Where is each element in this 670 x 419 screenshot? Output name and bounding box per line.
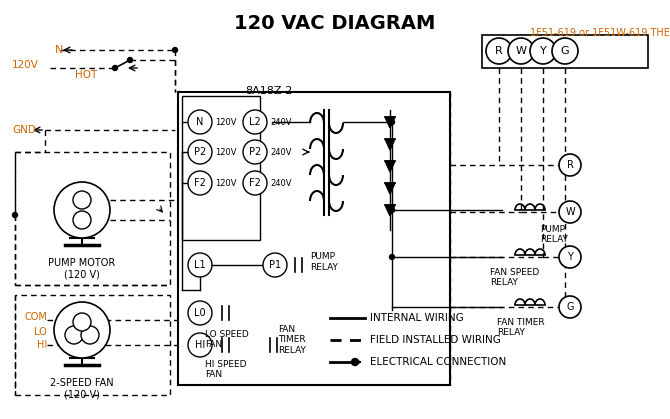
Text: PUMP MOTOR
(120 V): PUMP MOTOR (120 V)	[48, 258, 116, 279]
Text: FAN SPEED
RELAY: FAN SPEED RELAY	[490, 268, 539, 287]
Text: 1F51-619 or 1F51W-619 THERMOSTAT: 1F51-619 or 1F51W-619 THERMOSTAT	[530, 28, 670, 38]
Text: N: N	[196, 117, 204, 127]
Bar	[15, 152, 170, 285]
Bar	[482, 35, 648, 68]
Text: 120V: 120V	[215, 117, 237, 127]
Text: L0: L0	[194, 308, 206, 318]
Text: G: G	[566, 302, 574, 312]
Circle shape	[54, 182, 110, 238]
Circle shape	[552, 38, 578, 64]
Text: INTERNAL WIRING: INTERNAL WIRING	[370, 313, 464, 323]
Text: 120V: 120V	[215, 178, 237, 187]
Circle shape	[73, 191, 91, 209]
Text: L1: L1	[194, 260, 206, 270]
Text: Y: Y	[539, 46, 546, 56]
Circle shape	[81, 326, 99, 344]
Text: HI SPEED
FAN: HI SPEED FAN	[205, 360, 247, 379]
Bar	[15, 295, 170, 395]
Polygon shape	[385, 183, 395, 194]
Polygon shape	[385, 161, 395, 172]
Text: R: R	[495, 46, 503, 56]
Text: P1: P1	[269, 260, 281, 270]
Text: 240V: 240V	[270, 147, 291, 157]
Text: 240V: 240V	[270, 178, 291, 187]
Text: R: R	[567, 160, 574, 170]
Text: PUMP
RELAY: PUMP RELAY	[540, 225, 568, 244]
Circle shape	[188, 110, 212, 134]
Text: FAN
TIMER
RELAY: FAN TIMER RELAY	[278, 325, 306, 355]
Bar	[182, 96, 260, 240]
Circle shape	[65, 326, 83, 344]
Circle shape	[263, 253, 287, 277]
Text: HI: HI	[195, 340, 205, 350]
Circle shape	[352, 359, 358, 365]
Circle shape	[559, 246, 581, 268]
Circle shape	[127, 57, 133, 62]
Text: HOT: HOT	[75, 70, 97, 80]
Text: L2: L2	[249, 117, 261, 127]
Circle shape	[243, 140, 267, 164]
Circle shape	[530, 38, 556, 64]
Circle shape	[559, 201, 581, 223]
Circle shape	[188, 333, 212, 357]
Text: P2: P2	[194, 147, 206, 157]
Circle shape	[389, 254, 395, 259]
Circle shape	[54, 302, 110, 358]
Polygon shape	[385, 139, 395, 150]
Circle shape	[73, 313, 91, 331]
Text: PUMP
RELAY: PUMP RELAY	[310, 252, 338, 272]
Circle shape	[172, 47, 178, 52]
Text: P2: P2	[249, 147, 261, 157]
Text: ELECTRICAL CONNECTION: ELECTRICAL CONNECTION	[370, 357, 507, 367]
Circle shape	[243, 110, 267, 134]
Text: 240V: 240V	[270, 117, 291, 127]
Text: COM: COM	[24, 312, 47, 322]
Bar	[178, 92, 450, 385]
Circle shape	[486, 38, 512, 64]
Text: 120V: 120V	[12, 60, 39, 70]
Circle shape	[188, 171, 212, 195]
Circle shape	[508, 38, 534, 64]
Text: FIELD INSTALLED WIRING: FIELD INSTALLED WIRING	[370, 335, 501, 345]
Text: 2-SPEED FAN
(120 V): 2-SPEED FAN (120 V)	[50, 378, 114, 400]
Text: W: W	[515, 46, 527, 56]
Text: 8A18Z-2: 8A18Z-2	[245, 86, 292, 96]
Circle shape	[73, 211, 91, 229]
Text: G: G	[561, 46, 570, 56]
Circle shape	[559, 154, 581, 176]
Circle shape	[389, 207, 395, 212]
Circle shape	[13, 212, 17, 217]
Polygon shape	[385, 117, 395, 128]
Text: W: W	[565, 207, 575, 217]
Polygon shape	[385, 205, 395, 216]
Text: HI: HI	[37, 340, 47, 350]
Text: LO SPEED
FAN: LO SPEED FAN	[205, 330, 249, 349]
Text: 120V: 120V	[215, 147, 237, 157]
Text: N: N	[55, 45, 64, 55]
Circle shape	[188, 140, 212, 164]
Text: GND: GND	[12, 125, 36, 135]
Circle shape	[559, 296, 581, 318]
Circle shape	[389, 119, 395, 124]
Text: FAN TIMER
RELAY: FAN TIMER RELAY	[497, 318, 545, 337]
Circle shape	[243, 171, 267, 195]
Circle shape	[188, 253, 212, 277]
Circle shape	[113, 65, 117, 70]
Text: F2: F2	[249, 178, 261, 188]
Text: LO: LO	[34, 327, 47, 337]
Text: F2: F2	[194, 178, 206, 188]
Circle shape	[188, 301, 212, 325]
Text: Y: Y	[567, 252, 573, 262]
Text: 120 VAC DIAGRAM: 120 VAC DIAGRAM	[234, 14, 436, 33]
